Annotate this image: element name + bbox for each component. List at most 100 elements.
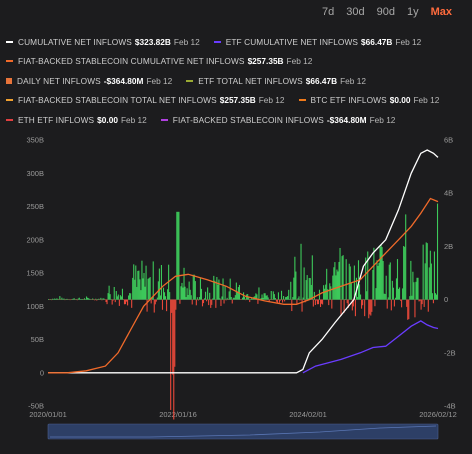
daily-bar (396, 259, 399, 300)
daily-bar (244, 296, 246, 300)
daily-bar (154, 299, 156, 305)
daily-bar (48, 298, 50, 300)
daily-bar (262, 297, 264, 300)
daily-bar (61, 297, 63, 300)
daily-bar (336, 269, 338, 300)
daily-bar (385, 275, 387, 300)
legend-label: FIAT-BACKED STABLECOIN CUMULATIVE NET IN… (18, 56, 245, 67)
legend-value: $66.47B (305, 75, 338, 86)
right-axis-tick-label: 4B (444, 189, 453, 198)
daily-bar (147, 278, 149, 300)
daily-bar (162, 287, 165, 300)
daily-bar (282, 299, 284, 303)
daily-bar (342, 255, 344, 300)
daily-bar (434, 293, 437, 300)
daily-bar (232, 297, 234, 300)
daily-bar (228, 291, 230, 300)
daily-bar (69, 299, 71, 301)
daily-bar (72, 298, 74, 300)
daily-bar (187, 294, 189, 300)
legend-item[interactable]: BTC ETF INFLOWS $0.00 Feb 12 (298, 95, 440, 106)
legend-row: FIAT-BACKED STABLECOIN CUMULATIVE NET IN… (6, 52, 468, 72)
legend-label: ETF CUMULATIVE NET INFLOWS (225, 36, 359, 47)
legend-swatch-icon (6, 77, 12, 84)
daily-bar (389, 262, 391, 300)
daily-bar (215, 299, 217, 308)
daily-bar (436, 203, 439, 300)
daily-bar (131, 299, 133, 308)
daily-bar (410, 260, 412, 300)
daily-bar (386, 299, 388, 309)
daily-bar (202, 299, 205, 304)
daily-bar (429, 250, 431, 300)
daily-bar (334, 262, 336, 300)
daily-bar (315, 299, 317, 301)
daily-bar (344, 298, 346, 300)
legend-item[interactable]: DAILY NET INFLOWS -$364.80M Feb 12 (6, 76, 172, 86)
legend-value: $257.35B (247, 56, 284, 67)
daily-bar (338, 261, 340, 300)
daily-bar (217, 284, 219, 300)
legend-item[interactable]: ETF TOTAL NET INFLOWS $66.47B Feb 12 (186, 76, 366, 86)
daily-bar (152, 261, 154, 300)
range-30d-button[interactable]: 30d (346, 6, 365, 18)
daily-bar (293, 277, 295, 300)
daily-bar (406, 299, 408, 307)
range-7d-button[interactable]: 7d (322, 6, 335, 18)
daily-bar (211, 299, 213, 305)
daily-bar (144, 286, 146, 300)
legend-item[interactable]: ETH ETF INFLOWS $0.00 Feb 12 (6, 115, 147, 125)
inflows-chart: -50B 0 50B 100B 150B 200B 250B 300B 350B -4B -2B 0 2… (26, 136, 457, 440)
daily-bar (225, 299, 227, 301)
daily-bar (382, 261, 384, 300)
left-axis-tick-label: 50B (31, 335, 44, 344)
daily-bar (373, 247, 375, 300)
daily-bar (204, 298, 206, 300)
time-range-selector: 7d 30d 90d 1y Max (316, 6, 458, 18)
daily-bar (277, 292, 279, 300)
range-1y-button[interactable]: 1y (406, 6, 419, 18)
legend-date: Feb 12 (146, 75, 173, 86)
daily-bar (368, 299, 370, 319)
daily-bar (288, 289, 290, 300)
legend-date: Feb 12 (413, 95, 440, 106)
daily-bar (124, 299, 127, 305)
x-axis-tick-label: 2020/01/01 (29, 410, 67, 419)
daily-bar (97, 299, 99, 300)
daily-bar (272, 291, 274, 300)
daily-bar (369, 299, 371, 315)
legend-row: DAILY NET INFLOWS -$364.80M Feb 12 ETF TOTA… (6, 71, 468, 91)
daily-bar (153, 299, 155, 313)
legend-item[interactable]: FIAT-BACKED STABLECOIN INFLOWS -$364.80M F… (160, 114, 395, 125)
daily-bar (358, 284, 361, 300)
daily-bar (89, 298, 91, 300)
daily-bar (73, 298, 75, 300)
daily-bar (414, 299, 416, 318)
daily-bar (310, 284, 312, 300)
legend-swatch-icon (160, 118, 168, 121)
legend-item[interactable]: ETF CUMULATIVE NET INFLOWS $66.47B Feb 12 (213, 36, 421, 47)
legend-item[interactable]: FIAT-BACKED STABLECOIN TOTAL NET INFLOWS… (6, 95, 285, 105)
daily-bar (98, 298, 100, 300)
daily-bar (114, 299, 116, 303)
daily-bar (163, 292, 166, 300)
daily-bar (119, 295, 121, 300)
legend-item[interactable]: FIAT-BACKED STABLECOIN CUMULATIVE NET IN… (6, 56, 312, 66)
legend-label: DAILY NET INFLOWS (17, 75, 101, 86)
daily-bar (412, 271, 414, 300)
daily-bar (375, 288, 377, 300)
daily-bar (350, 283, 352, 300)
daily-bar (178, 211, 180, 300)
daily-bar (127, 299, 129, 306)
daily-bar (51, 299, 53, 301)
legend-item[interactable]: CUMULATIVE NET INFLOWS $323.82B Feb 12 (6, 37, 200, 47)
range-90d-button[interactable]: 90d (376, 6, 395, 18)
daily-bar (158, 268, 160, 300)
range-navigator[interactable] (47, 423, 439, 440)
daily-bar (59, 296, 61, 300)
daily-bar (230, 297, 232, 300)
range-max-button[interactable]: Max (430, 6, 452, 18)
daily-bar (103, 298, 105, 300)
daily-bar (251, 297, 253, 300)
legend-value: -$364.80M (326, 114, 367, 125)
